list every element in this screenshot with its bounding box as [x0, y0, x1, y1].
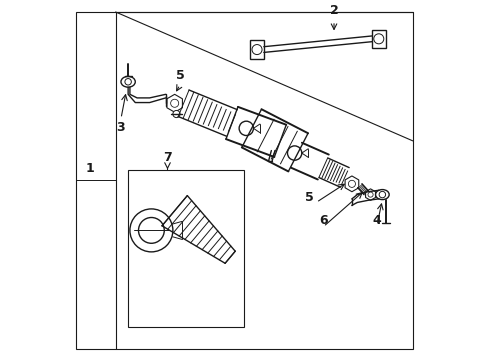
- Text: 6: 6: [318, 214, 327, 227]
- Bar: [128, 170, 244, 327]
- Text: 7: 7: [163, 151, 172, 164]
- Text: 5: 5: [175, 69, 184, 82]
- Polygon shape: [345, 176, 358, 192]
- Circle shape: [173, 111, 180, 118]
- Ellipse shape: [121, 76, 135, 87]
- Polygon shape: [365, 189, 375, 200]
- Text: 5: 5: [304, 190, 313, 203]
- Polygon shape: [227, 248, 238, 260]
- Text: 2: 2: [329, 4, 338, 17]
- Ellipse shape: [375, 190, 388, 199]
- Polygon shape: [166, 94, 182, 112]
- Text: 4: 4: [372, 214, 381, 227]
- FancyBboxPatch shape: [371, 30, 385, 48]
- Polygon shape: [235, 243, 243, 252]
- Text: 3: 3: [117, 121, 125, 134]
- Text: 1: 1: [85, 162, 94, 175]
- FancyBboxPatch shape: [250, 40, 264, 59]
